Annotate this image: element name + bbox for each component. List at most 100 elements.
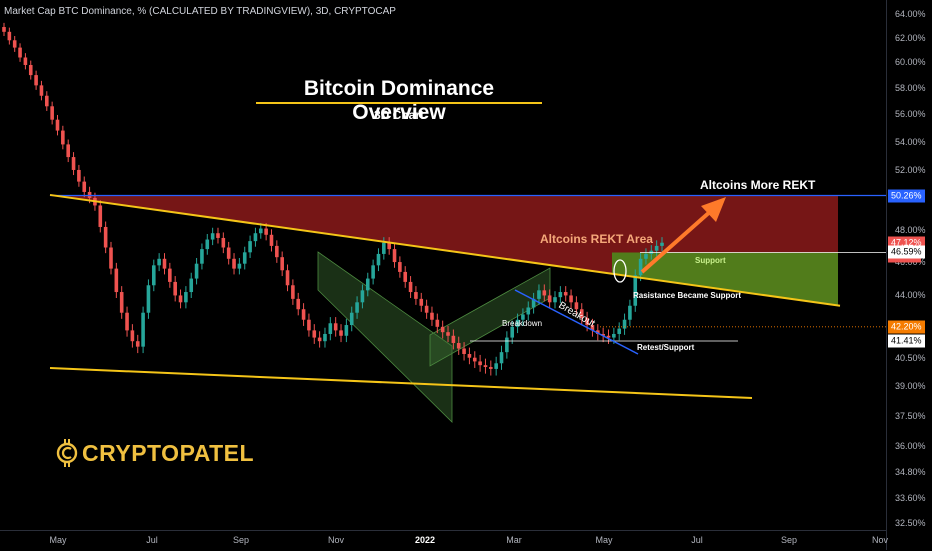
candle-body [178, 295, 183, 303]
candle-body [349, 312, 354, 326]
candle-body [162, 258, 167, 269]
price-tick-label: 54.00% [895, 136, 926, 147]
candle-body [446, 332, 450, 336]
time-axis[interactable] [0, 530, 886, 551]
price-tick-label: 52.00% [895, 164, 926, 175]
candle-body [660, 242, 664, 246]
candle-body [585, 317, 589, 326]
candle-body [200, 249, 204, 264]
candle-body [301, 309, 306, 320]
candle-body [157, 258, 161, 266]
candle-body [339, 330, 343, 336]
price-tick-label: 39.00% [895, 381, 926, 392]
candle-body [98, 205, 103, 227]
price-tick-label: 48.00% [895, 225, 926, 236]
candle-body [435, 319, 440, 327]
time-tick-label: 2022 [414, 535, 436, 545]
candle-body [419, 298, 424, 306]
candle-body [510, 326, 515, 338]
candle-body [61, 130, 65, 145]
candle-body [617, 328, 622, 334]
candle-body [376, 253, 381, 266]
candle-body [258, 228, 263, 234]
candle-body [103, 226, 108, 248]
descending-channel [317, 251, 453, 423]
candle-body [151, 265, 156, 286]
candle-body [387, 242, 391, 250]
candle-body [205, 239, 210, 250]
candle-body [221, 237, 226, 248]
candle-body [403, 271, 408, 282]
candle-body [531, 298, 536, 308]
candle-body [622, 319, 627, 329]
projection-arrow [640, 208, 714, 274]
candles-group [2, 22, 664, 376]
candle-body [483, 365, 488, 368]
price-tick-label: 64.00% [895, 9, 926, 19]
candle-body [130, 330, 135, 342]
candle-body [515, 319, 520, 327]
price-axis[interactable] [886, 0, 932, 550]
candle-body [382, 242, 386, 254]
candle-body [654, 245, 659, 251]
time-tick-label: Jul [691, 535, 703, 545]
candle-body [253, 233, 258, 242]
candle-body [226, 247, 231, 259]
candle-body [44, 95, 49, 107]
candle-body [280, 257, 284, 271]
price-badge-retest-level: 41.41% [888, 334, 925, 348]
annotation-resistance-became-support: Rasistance Became Support [633, 291, 742, 300]
candle-body [312, 330, 317, 338]
candle-body [638, 258, 643, 276]
support-trendline [49, 367, 753, 399]
price-tick-label: 56.00% [895, 109, 926, 120]
candle-body [248, 241, 252, 253]
candle-body [232, 258, 236, 269]
candle-body [210, 233, 215, 240]
candle-body [216, 233, 220, 238]
cryptopatel-logo-icon [56, 439, 78, 467]
candle-body [114, 268, 119, 293]
candle-body [601, 333, 605, 336]
candle-body [291, 285, 295, 299]
chart-lines [49, 193, 886, 399]
candle-body [569, 295, 573, 303]
candle-body [269, 234, 274, 246]
price-tick-label: 58.00% [895, 82, 926, 93]
candle-body [628, 305, 632, 320]
candle-body [633, 275, 638, 306]
candle-body [323, 333, 327, 342]
candle-body [189, 278, 194, 293]
time-tick-label: May [49, 535, 67, 545]
annotation-breakdown: Breakdown [502, 319, 543, 328]
candle-body [478, 361, 482, 366]
candle-body [66, 144, 70, 158]
chart-header: Market Cap BTC Dominance, % (CALCULATED … [4, 6, 396, 17]
price-badge-support-level: 46.59% [888, 245, 925, 259]
candle-body [333, 323, 338, 331]
chart-areas [50, 194, 838, 423]
candle-body [328, 323, 333, 334]
descending-trendline [49, 193, 841, 307]
price-tick-label: 44.00% [895, 290, 926, 301]
price-tick-label: 32.50% [895, 518, 926, 528]
candle-body [542, 290, 547, 296]
candle-body [558, 292, 563, 298]
time-tick-label: Jul [146, 535, 158, 545]
candle-body [499, 352, 504, 364]
annotation-support: Support [695, 256, 726, 265]
candle-body [23, 57, 28, 65]
time-tick-label: May [595, 535, 613, 545]
candle-body [521, 314, 525, 320]
candle-body [414, 292, 418, 299]
logo-text: CRYPTOPATEL [82, 439, 255, 466]
candle-body [173, 281, 177, 296]
candle-body [494, 363, 498, 369]
candle-body [537, 290, 541, 299]
altcoins-rekt-area [50, 194, 838, 274]
candle-body [146, 285, 151, 313]
candle-body [456, 343, 461, 349]
candle-body [55, 119, 60, 131]
time-tick-label: Nov [871, 535, 889, 545]
